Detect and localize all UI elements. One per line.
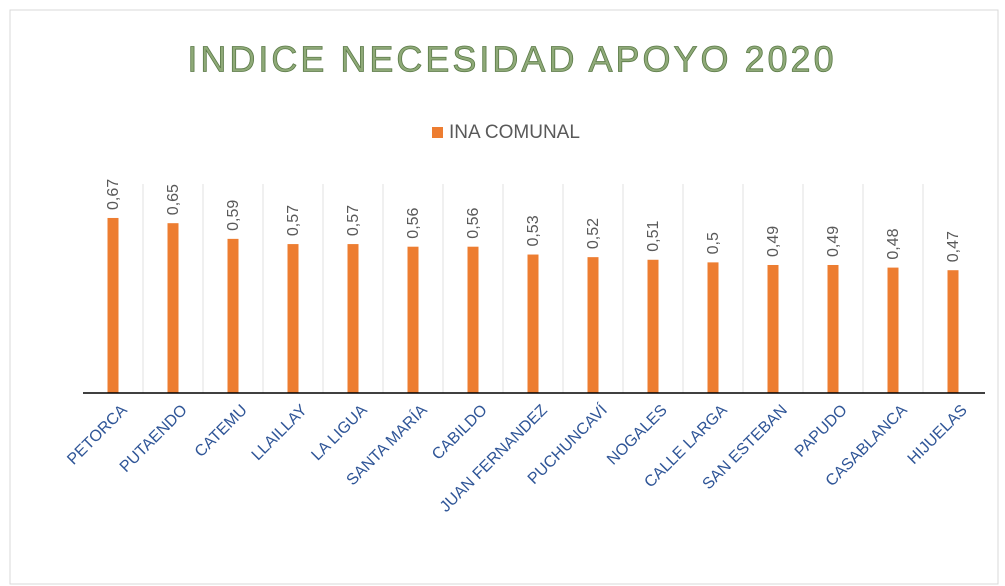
value-label: 0,56 bbox=[465, 207, 482, 238]
bar bbox=[407, 246, 419, 393]
value-label: 0,48 bbox=[885, 228, 902, 259]
chart-title: INDICE NECESIDAD APOYO 2020 bbox=[187, 39, 836, 80]
value-label: 0,51 bbox=[645, 221, 662, 252]
value-label: 0,53 bbox=[525, 215, 542, 246]
bar bbox=[167, 223, 179, 393]
bar bbox=[887, 267, 899, 393]
legend-label: INA COMUNAL bbox=[449, 122, 580, 143]
bar bbox=[347, 244, 359, 393]
bar bbox=[107, 217, 119, 393]
bar bbox=[587, 257, 599, 393]
value-label: 0,57 bbox=[285, 205, 302, 236]
bar bbox=[767, 264, 779, 393]
value-label: 0,59 bbox=[225, 200, 242, 231]
bar bbox=[647, 259, 659, 393]
value-label: 0,65 bbox=[165, 184, 182, 215]
value-label: 0,57 bbox=[345, 205, 362, 236]
bar bbox=[947, 270, 959, 393]
value-label: 0,49 bbox=[765, 226, 782, 257]
bar bbox=[707, 262, 719, 393]
legend-swatch bbox=[432, 127, 443, 138]
bar bbox=[227, 238, 239, 393]
chart-border bbox=[9, 9, 999, 585]
value-label: 0,52 bbox=[585, 218, 602, 249]
value-label: 0,67 bbox=[105, 179, 122, 210]
value-label: 0,5 bbox=[705, 232, 722, 254]
value-label: 0,47 bbox=[945, 231, 962, 262]
bar bbox=[827, 264, 839, 393]
bar bbox=[467, 246, 479, 393]
value-label: 0,49 bbox=[825, 226, 842, 257]
bar bbox=[527, 254, 539, 393]
value-label: 0,56 bbox=[405, 207, 422, 238]
bar bbox=[287, 244, 299, 393]
